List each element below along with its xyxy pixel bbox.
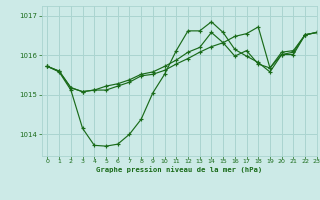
X-axis label: Graphe pression niveau de la mer (hPa): Graphe pression niveau de la mer (hPa) (96, 167, 262, 173)
